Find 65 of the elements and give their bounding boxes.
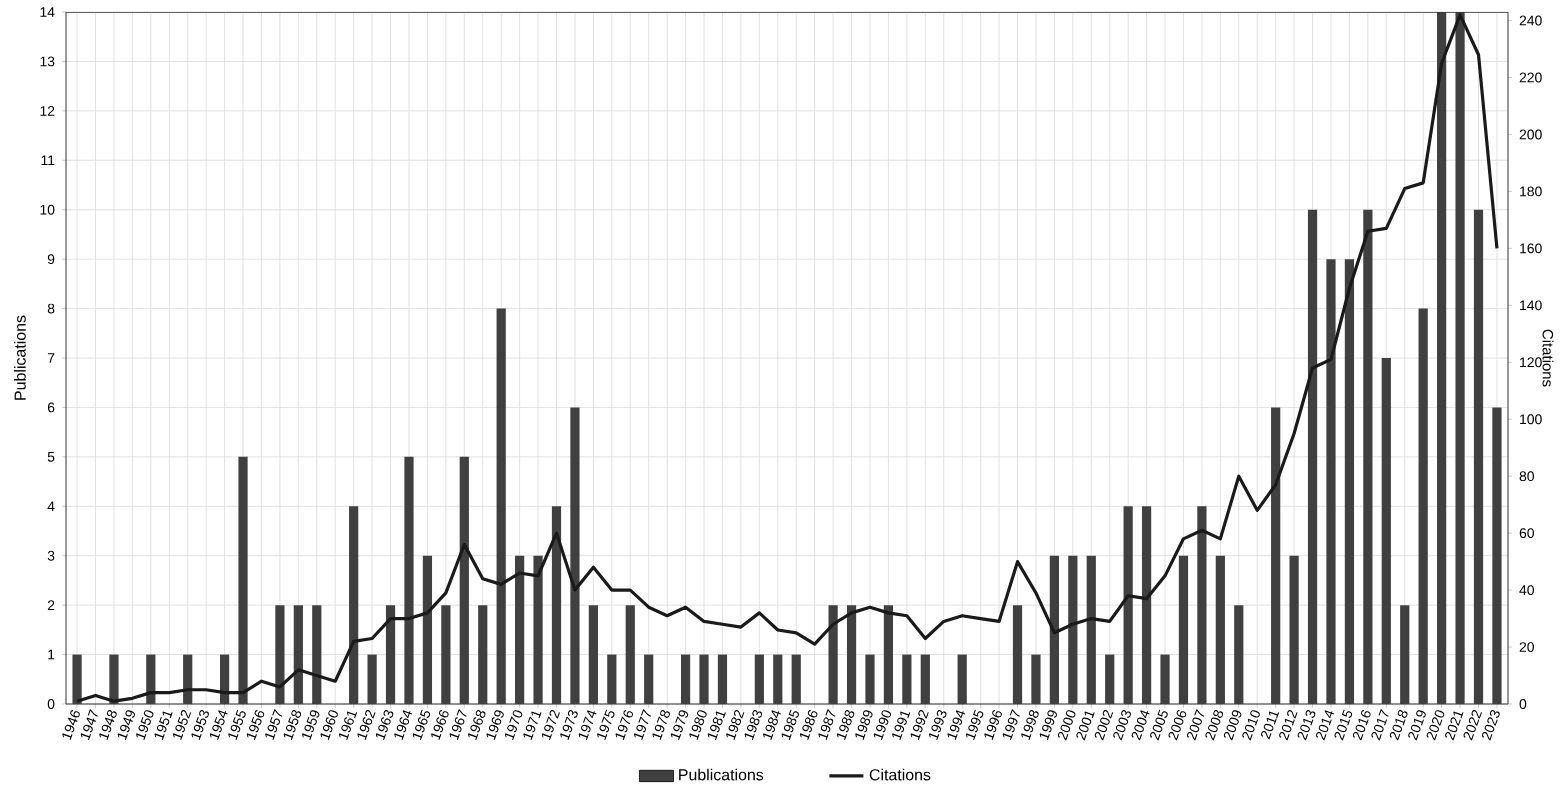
bar: [293, 605, 303, 704]
bar: [1160, 654, 1170, 704]
bar: [1326, 259, 1336, 704]
bar: [607, 654, 617, 704]
bar: [1031, 654, 1041, 704]
bar: [183, 654, 193, 704]
bar: [1418, 308, 1428, 704]
bar: [1307, 209, 1318, 704]
bar: [367, 654, 377, 704]
bar: [496, 308, 506, 704]
bar: [1289, 555, 1299, 704]
bar: [1234, 605, 1244, 704]
bar: [515, 555, 525, 704]
bar: [680, 654, 691, 704]
bar: [1068, 555, 1078, 704]
bar: [754, 654, 764, 704]
bar: [385, 605, 396, 704]
bar: [459, 456, 469, 704]
bar: [902, 654, 912, 704]
bar: [828, 605, 838, 704]
bar: [1492, 407, 1502, 704]
bar: [1178, 555, 1189, 704]
bar: [920, 654, 930, 704]
bar: [1141, 506, 1152, 704]
bar: [846, 605, 857, 704]
bar: [1363, 209, 1373, 704]
bar: [349, 506, 359, 704]
bar: [1344, 259, 1355, 704]
bar: [1086, 555, 1096, 704]
bar: [865, 654, 875, 704]
bar: [422, 555, 433, 704]
bar: [404, 456, 414, 704]
bar: [957, 654, 967, 704]
bar: [109, 654, 119, 704]
bar: [312, 605, 322, 704]
bar: [625, 605, 635, 704]
bar: [1455, 11, 1465, 704]
bar: [570, 407, 580, 704]
bar: [883, 605, 894, 704]
bar: [699, 654, 709, 704]
bar: [1049, 555, 1059, 704]
bar: [146, 654, 156, 704]
bar: [1215, 555, 1225, 704]
bar: [588, 605, 598, 704]
bar: [1437, 11, 1447, 704]
bar: [551, 506, 562, 704]
bar: [644, 654, 654, 704]
bar: [219, 654, 230, 704]
bar: [791, 654, 801, 704]
bar: [1012, 605, 1023, 704]
bar: [1197, 506, 1207, 704]
bar: [72, 654, 82, 704]
bar: [478, 605, 488, 704]
bar: [1381, 358, 1391, 704]
bar: [773, 654, 783, 704]
bar: [1473, 209, 1484, 704]
bar: [717, 654, 728, 704]
bar: [238, 456, 248, 704]
bar: [1271, 407, 1281, 704]
bar: [275, 605, 285, 704]
bar: [1123, 506, 1133, 704]
bar: [1400, 605, 1410, 704]
bar: [533, 555, 543, 704]
bar: [441, 605, 451, 704]
bar: [1105, 654, 1115, 704]
